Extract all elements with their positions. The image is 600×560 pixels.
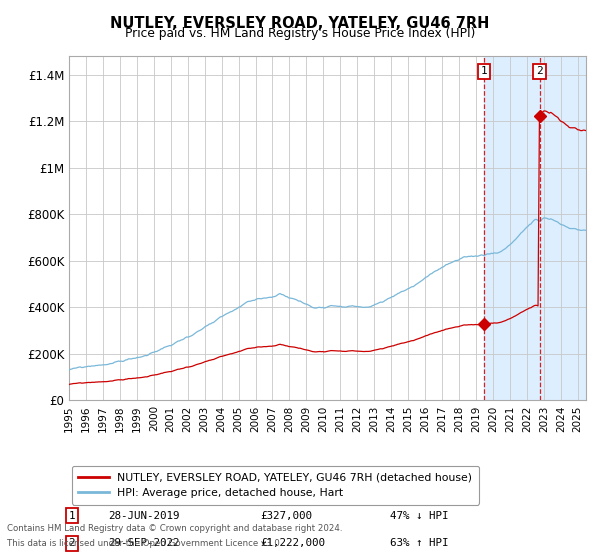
Text: NUTLEY, EVERSLEY ROAD, YATELEY, GU46 7RH: NUTLEY, EVERSLEY ROAD, YATELEY, GU46 7RH bbox=[110, 16, 490, 31]
Text: 29-SEP-2022: 29-SEP-2022 bbox=[108, 538, 179, 548]
Text: Price paid vs. HM Land Registry's House Price Index (HPI): Price paid vs. HM Land Registry's House … bbox=[125, 27, 475, 40]
Text: 1: 1 bbox=[68, 511, 75, 521]
Text: 47% ↓ HPI: 47% ↓ HPI bbox=[389, 511, 448, 521]
Text: 28-JUN-2019: 28-JUN-2019 bbox=[108, 511, 179, 521]
Text: £327,000: £327,000 bbox=[260, 511, 313, 521]
Text: 1: 1 bbox=[481, 67, 488, 77]
Text: Contains HM Land Registry data © Crown copyright and database right 2024.: Contains HM Land Registry data © Crown c… bbox=[7, 524, 343, 533]
Text: 2: 2 bbox=[68, 538, 75, 548]
Text: £1,222,000: £1,222,000 bbox=[260, 538, 325, 548]
Text: 2: 2 bbox=[536, 67, 543, 77]
Legend: NUTLEY, EVERSLEY ROAD, YATELEY, GU46 7RH (detached house), HPI: Average price, d: NUTLEY, EVERSLEY ROAD, YATELEY, GU46 7RH… bbox=[72, 466, 479, 505]
Text: This data is licensed under the Open Government Licence v3.0.: This data is licensed under the Open Gov… bbox=[7, 539, 283, 548]
Text: 63% ↑ HPI: 63% ↑ HPI bbox=[389, 538, 448, 548]
Bar bbox=[484, 56, 600, 400]
